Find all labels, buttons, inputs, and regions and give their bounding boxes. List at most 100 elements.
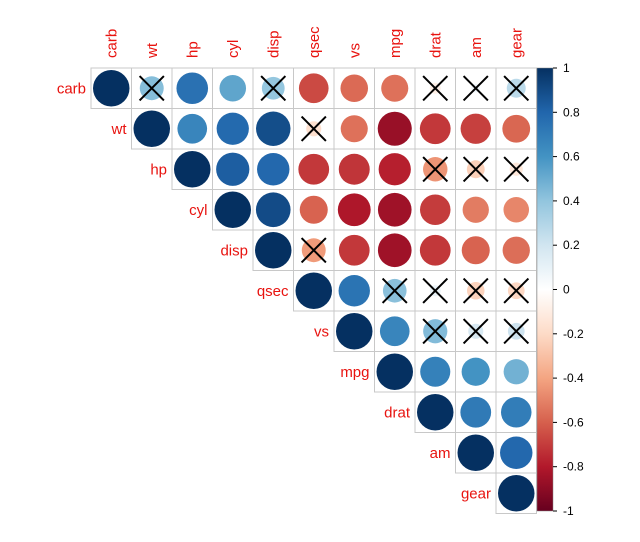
row-label-drat: drat: [384, 404, 411, 421]
corr-circle-cyl-am: [462, 196, 489, 223]
insignificant-cross-carb-am: [462, 75, 489, 102]
corr-circle-cyl-gear: [503, 196, 530, 223]
colorbar-tick-label: 0: [563, 283, 570, 297]
corr-circle-disp-vs: [338, 234, 370, 266]
insignificant-cross-vs-am: [462, 318, 489, 345]
row-label-hp: hp: [150, 161, 167, 178]
corr-circle-cyl-disp: [255, 192, 291, 228]
row-label-vs: vs: [314, 323, 329, 340]
column-label-cyl: cyl: [225, 40, 242, 58]
colorbar-tick-label: -0.2: [563, 327, 584, 341]
column-label-drat: drat: [427, 31, 444, 58]
corr-circle-carb-vs: [340, 74, 369, 103]
column-label-carb: carb: [103, 29, 120, 58]
insignificant-cross-carb-drat: [422, 75, 449, 102]
corr-circle-wt-hp: [177, 113, 208, 144]
corr-circle-carb-hp: [176, 72, 209, 105]
colorbar-tick-label: 0.6: [563, 150, 580, 164]
column-label-hp: hp: [184, 41, 201, 58]
corr-circle-drat-gear: [500, 396, 532, 428]
corr-circle-cyl-vs: [337, 193, 371, 227]
colorbar-tick-label: 0.8: [563, 105, 580, 119]
corr-circle-mpg-am: [461, 357, 490, 386]
corr-circle-mpg-drat: [420, 356, 451, 387]
colorbar-tick-label: -0.6: [563, 415, 584, 429]
corr-circle-drat-am: [460, 396, 492, 428]
corr-circle-cyl-mpg: [377, 192, 412, 227]
row-label-am: am: [430, 445, 451, 462]
column-label-qsec: qsec: [306, 26, 323, 58]
insignificant-cross-qsec-am: [462, 277, 489, 304]
corr-circle-wt-am: [460, 113, 491, 144]
corr-circle-wt-disp: [256, 111, 291, 146]
corr-circle-gear-gear: [498, 475, 535, 512]
colorbar-tick-label: 1: [563, 61, 570, 75]
corr-circle-cyl-cyl: [214, 191, 251, 228]
column-label-vs: vs: [346, 43, 363, 58]
insignificant-cross-carb-wt: [138, 75, 165, 102]
corr-circle-wt-vs: [340, 115, 368, 143]
corr-circle-mpg-mpg: [376, 353, 413, 390]
column-label-disp: disp: [265, 30, 282, 58]
row-label-mpg: mpg: [340, 364, 369, 381]
colorbar-tick-label: -0.4: [563, 371, 584, 385]
colorbar: [536, 67, 554, 512]
corr-circle-qsec-qsec: [295, 272, 332, 309]
corr-circle-cyl-qsec: [299, 195, 328, 224]
column-label-gear: gear: [508, 28, 525, 58]
corr-circle-carb-mpg: [381, 74, 409, 102]
insignificant-cross-carb-gear: [503, 75, 530, 102]
insignificant-cross-qsec-drat: [422, 277, 449, 304]
insignificant-cross-vs-gear: [503, 318, 530, 345]
colorbar-tick-label: -1: [563, 504, 574, 518]
corr-circle-wt-drat: [419, 113, 451, 145]
corr-circle-disp-drat: [419, 234, 451, 266]
corr-circle-wt-cyl: [216, 112, 249, 145]
row-label-qsec: qsec: [257, 283, 289, 300]
insignificant-cross-wt-qsec: [300, 115, 327, 142]
corr-circle-hp-hp: [174, 151, 211, 188]
corr-circle-hp-qsec: [298, 153, 330, 185]
corr-circle-qsec-vs: [338, 275, 370, 307]
colorbar-tick-label: -0.8: [563, 460, 584, 474]
corr-circle-cyl-drat: [419, 194, 451, 226]
insignificant-cross-hp-am: [462, 156, 489, 183]
insignificant-cross-disp-qsec: [300, 237, 327, 264]
insignificant-cross-qsec-gear: [503, 277, 530, 304]
row-label-carb: carb: [57, 80, 86, 97]
corr-circle-disp-am: [461, 236, 490, 265]
corr-circle-disp-disp: [255, 232, 292, 269]
insignificant-cross-vs-drat: [422, 318, 449, 345]
row-label-wt: wt: [111, 121, 128, 138]
corr-circle-drat-drat: [417, 394, 454, 431]
corr-circle-wt-gear: [502, 114, 531, 143]
row-label-disp: disp: [220, 242, 248, 259]
corr-circle-carb-qsec: [298, 73, 329, 104]
corr-circle-hp-disp: [257, 153, 290, 186]
insignificant-cross-hp-gear: [503, 156, 530, 183]
corr-circle-wt-mpg: [377, 111, 412, 146]
corr-circle-am-gear: [500, 436, 533, 469]
corr-circle-hp-mpg: [378, 153, 411, 186]
row-label-cyl: cyl: [189, 202, 207, 219]
corr-circle-hp-cyl: [216, 152, 250, 186]
corr-circle-vs-vs: [336, 313, 373, 350]
insignificant-cross-qsec-mpg: [381, 277, 408, 304]
corr-circle-carb-carb: [93, 70, 130, 107]
corr-circle-am-am: [457, 434, 494, 471]
corr-circle-mpg-gear: [503, 359, 529, 385]
insignificant-cross-carb-disp: [260, 75, 287, 102]
column-label-am: am: [468, 37, 485, 58]
corr-circle-vs-mpg: [379, 316, 410, 347]
insignificant-cross-hp-drat: [422, 156, 449, 183]
column-label-wt: wt: [144, 42, 161, 59]
corr-circle-carb-cyl: [219, 74, 247, 102]
colorbar-tick-label: 0.4: [563, 194, 580, 208]
corr-circle-hp-vs: [338, 153, 370, 185]
corr-circle-disp-gear: [502, 236, 530, 264]
column-label-mpg: mpg: [387, 29, 404, 58]
corr-circle-disp-mpg: [377, 233, 412, 268]
colorbar-tick-label: 0.2: [563, 238, 580, 252]
corr-circle-wt-wt: [133, 110, 170, 147]
